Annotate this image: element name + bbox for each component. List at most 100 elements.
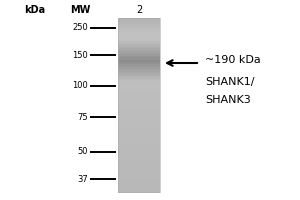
Text: 75: 75 xyxy=(77,112,88,121)
Bar xyxy=(118,122,160,124)
Bar xyxy=(118,172,160,174)
Bar xyxy=(118,180,160,182)
Bar xyxy=(118,46,160,47)
Bar xyxy=(118,154,160,156)
Bar xyxy=(118,21,160,23)
Bar xyxy=(118,147,160,149)
Bar xyxy=(118,90,160,92)
Bar xyxy=(118,51,160,53)
Bar xyxy=(118,115,160,117)
Bar xyxy=(118,75,160,77)
Text: ~190 kDa: ~190 kDa xyxy=(205,55,261,65)
Bar xyxy=(118,34,160,36)
Bar xyxy=(118,85,160,87)
Bar xyxy=(118,166,160,168)
Text: 2: 2 xyxy=(136,5,142,15)
Bar xyxy=(118,150,160,152)
Bar xyxy=(118,102,160,104)
Bar xyxy=(118,35,160,37)
Bar xyxy=(118,114,160,116)
Bar xyxy=(118,157,160,159)
Text: SHANK3: SHANK3 xyxy=(205,95,251,105)
Bar xyxy=(118,118,160,120)
Bar xyxy=(118,148,160,150)
Bar xyxy=(118,134,160,136)
Bar xyxy=(118,140,160,142)
Bar xyxy=(118,101,160,103)
Bar xyxy=(118,109,160,111)
Bar xyxy=(118,159,160,161)
Bar xyxy=(118,141,160,143)
Bar xyxy=(118,144,160,146)
Bar xyxy=(118,98,160,100)
Bar xyxy=(118,130,160,132)
Bar xyxy=(118,143,160,145)
Bar xyxy=(118,70,160,72)
Bar xyxy=(118,88,160,90)
Bar xyxy=(118,121,160,123)
Bar xyxy=(118,117,160,119)
Bar xyxy=(118,73,160,75)
Bar xyxy=(118,86,160,88)
Bar xyxy=(118,72,160,74)
Bar xyxy=(118,63,160,65)
Bar xyxy=(118,164,160,166)
Bar xyxy=(118,95,160,97)
Bar xyxy=(118,99,160,101)
Bar xyxy=(118,62,160,63)
Bar xyxy=(118,119,160,121)
Bar xyxy=(118,92,160,94)
Bar xyxy=(118,53,160,55)
Bar xyxy=(118,128,160,130)
Bar xyxy=(118,57,160,59)
Bar xyxy=(118,137,160,139)
Text: 150: 150 xyxy=(72,50,88,60)
Bar xyxy=(118,175,160,177)
Bar xyxy=(118,138,160,140)
Bar xyxy=(118,27,160,29)
Text: SHANK1/: SHANK1/ xyxy=(205,77,254,87)
Bar xyxy=(118,163,160,165)
Bar xyxy=(118,146,160,148)
Bar xyxy=(118,82,160,84)
Bar xyxy=(118,105,160,107)
Bar xyxy=(118,50,160,52)
Bar xyxy=(118,54,160,56)
Bar xyxy=(118,156,160,158)
Bar xyxy=(118,83,160,85)
Bar xyxy=(118,185,160,187)
Bar xyxy=(118,56,160,58)
Bar xyxy=(118,112,160,114)
Bar xyxy=(118,43,160,45)
Bar xyxy=(118,188,160,190)
Bar xyxy=(118,18,160,20)
Text: 50: 50 xyxy=(77,148,88,156)
Bar xyxy=(118,186,160,188)
Bar xyxy=(118,32,160,34)
Bar xyxy=(118,44,160,46)
Bar xyxy=(118,41,160,43)
Bar xyxy=(118,127,160,129)
Bar xyxy=(118,111,160,113)
Text: 250: 250 xyxy=(72,23,88,32)
Bar xyxy=(118,167,160,169)
Bar xyxy=(118,38,160,40)
Text: kDa: kDa xyxy=(24,5,46,15)
Bar xyxy=(118,67,160,69)
Bar xyxy=(118,151,160,153)
Bar xyxy=(118,104,160,106)
Bar xyxy=(118,89,160,91)
Text: 37: 37 xyxy=(77,174,88,184)
Bar xyxy=(118,106,160,108)
Bar xyxy=(118,28,160,30)
Bar xyxy=(118,24,160,26)
Bar xyxy=(118,169,160,171)
Bar xyxy=(118,160,160,162)
Bar xyxy=(118,25,160,27)
Bar xyxy=(118,135,160,137)
Bar xyxy=(118,79,160,81)
Bar xyxy=(118,18,160,192)
Bar xyxy=(118,191,160,192)
Bar xyxy=(118,183,160,185)
Bar xyxy=(118,131,160,133)
